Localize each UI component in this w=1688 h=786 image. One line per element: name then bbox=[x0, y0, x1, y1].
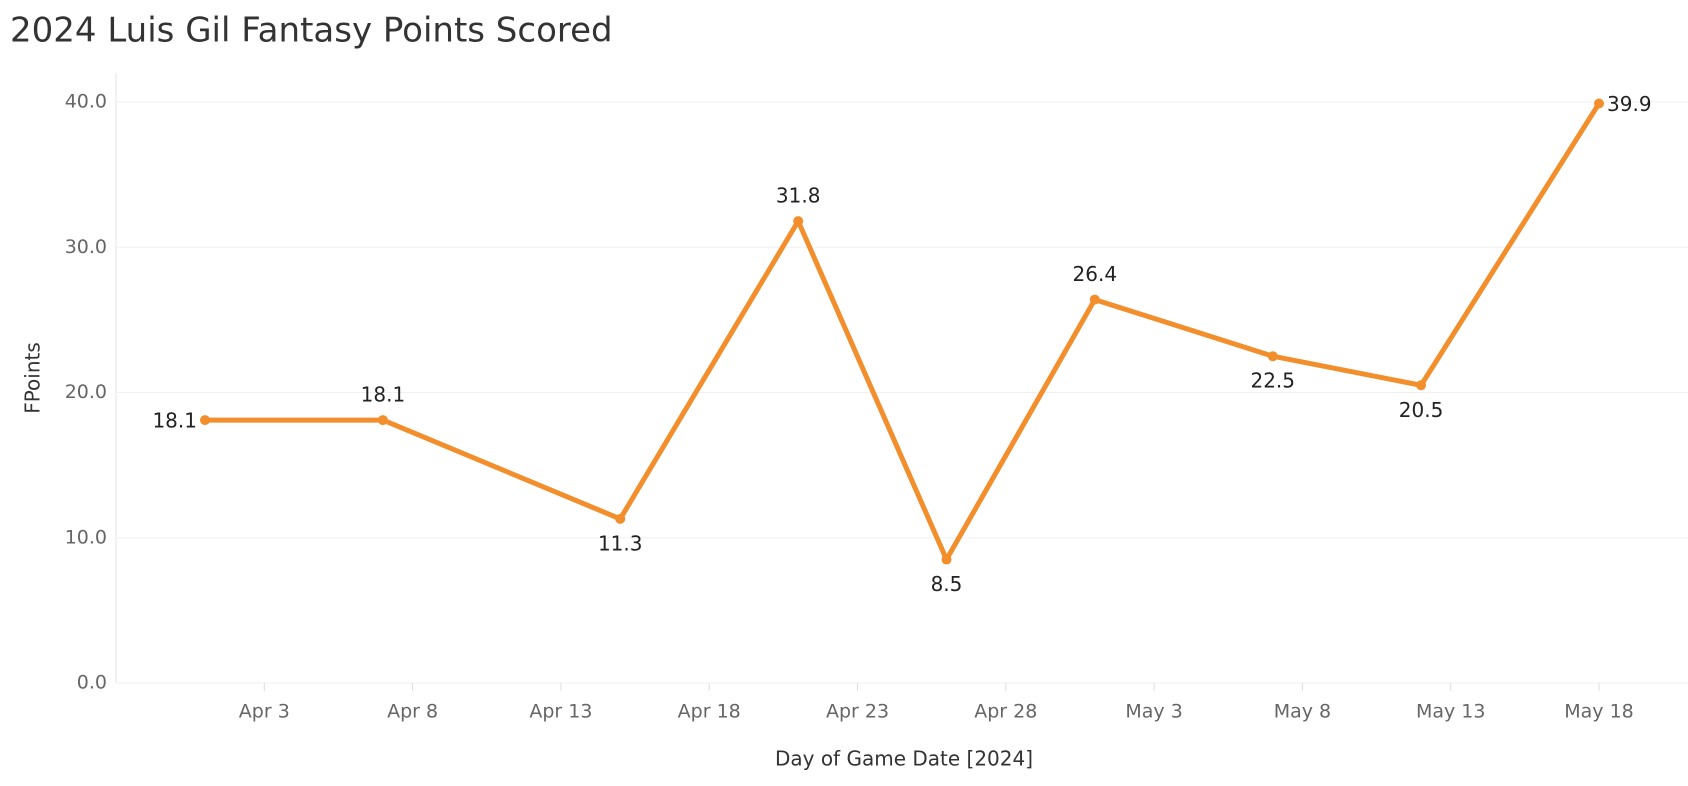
x-tick-label: Apr 28 bbox=[974, 701, 1037, 723]
value-label: 8.5 bbox=[931, 572, 963, 596]
value-label: 11.3 bbox=[598, 531, 643, 555]
point bbox=[941, 554, 952, 565]
y-tick-label: 10.0 bbox=[65, 526, 107, 548]
x-tick-label: Apr 23 bbox=[826, 701, 889, 723]
point bbox=[1089, 294, 1100, 305]
y-tick-label: 0.0 bbox=[77, 672, 107, 694]
y-tick-label: 20.0 bbox=[65, 381, 107, 403]
value-label: 22.5 bbox=[1250, 369, 1295, 393]
line bbox=[204, 102, 1602, 563]
x-axis-title: Day of Game Date [2024] bbox=[775, 747, 1033, 771]
x-tick-label: Apr 3 bbox=[239, 701, 290, 723]
x-tick-label: Apr 8 bbox=[387, 701, 438, 723]
point bbox=[377, 415, 388, 426]
y-tick-label: 40.0 bbox=[65, 91, 107, 113]
point bbox=[199, 415, 210, 426]
x-tick-label: May 13 bbox=[1416, 701, 1486, 723]
x-tick-label: Apr 18 bbox=[678, 701, 741, 723]
point bbox=[793, 216, 804, 227]
value-label: 39.9 bbox=[1607, 92, 1652, 116]
value-label: 31.8 bbox=[776, 184, 821, 208]
chart-title: 2024 Luis Gil Fantasy Points Scored bbox=[10, 11, 613, 51]
value-label: 20.5 bbox=[1399, 398, 1444, 422]
y-axis-title: FPoints bbox=[21, 342, 45, 414]
y-tick-label: 30.0 bbox=[65, 236, 107, 258]
point bbox=[1267, 351, 1278, 362]
x-tick-label: May 8 bbox=[1274, 701, 1331, 723]
point bbox=[1594, 98, 1605, 109]
x-tick-label: May 18 bbox=[1564, 701, 1634, 723]
value-label: 18.1 bbox=[361, 383, 406, 407]
value-label: 26.4 bbox=[1073, 262, 1118, 286]
point bbox=[615, 513, 626, 524]
point bbox=[1416, 380, 1427, 391]
value-label: 18.1 bbox=[152, 409, 197, 433]
x-tick-label: Apr 13 bbox=[529, 701, 592, 723]
x-tick-label: May 3 bbox=[1125, 701, 1182, 723]
